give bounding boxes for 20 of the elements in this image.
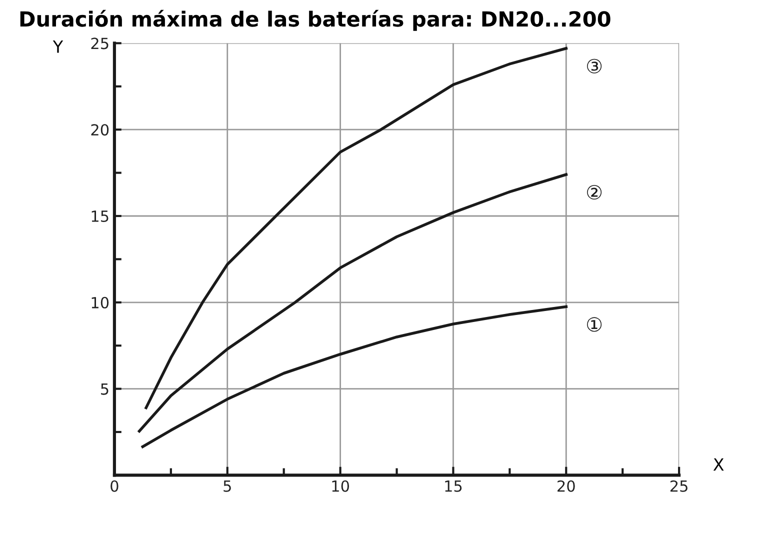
- x-tick-label: 20: [558, 480, 575, 492]
- y-tick-label: 25: [91, 38, 108, 50]
- x-tick-label: 5: [224, 480, 231, 492]
- y-tick-label: 10: [92, 296, 109, 308]
- chart-title: Duración máxima de las baterías para: DN20...200: [20, 10, 610, 31]
- series-label: ③: [587, 58, 602, 74]
- line-series: [141, 305, 568, 448]
- y-tick-label: 5: [101, 383, 108, 395]
- line-series: [138, 173, 568, 433]
- line-series: [144, 46, 568, 410]
- x-axis-title: X: [713, 458, 724, 471]
- series-label: ②: [587, 184, 602, 200]
- y-axis-title: Y: [52, 40, 64, 53]
- y-tick-label: 15: [92, 210, 108, 222]
- y-tick-label: 20: [91, 124, 109, 136]
- x-tick-label: 15: [445, 480, 462, 492]
- x-tick-label: 10: [332, 480, 350, 492]
- x-tick-label: 25: [670, 480, 688, 492]
- series-label: ①: [587, 317, 602, 332]
- x-tick-label: 0: [110, 480, 118, 492]
